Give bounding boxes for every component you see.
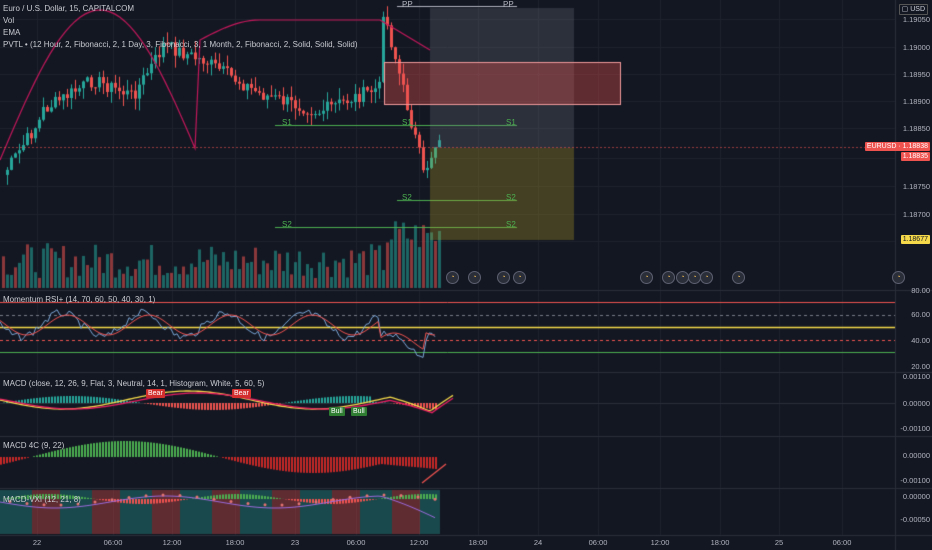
price-axis-label: 1.18850 xyxy=(902,124,930,133)
news-event-icon[interactable]: ◔ xyxy=(468,271,481,284)
time-axis-label: 24 xyxy=(533,538,543,547)
macd-axis-zero: 0.00000 xyxy=(902,399,930,408)
overlay-pvtl[interactable]: PVTL • (12 Hour, 2, Fibonacci, 2, 1 Day,… xyxy=(3,40,358,49)
bull-signal-badge: Bull xyxy=(351,407,367,416)
earnings-event-icon[interactable]: ◔ xyxy=(732,271,745,284)
rsi-axis-60: 60.00 xyxy=(911,310,930,319)
bear-signal-badge: Bear xyxy=(146,389,165,398)
macd-pane-title[interactable]: MACD (close, 12, 26, 9, Flat, 3, Neutral… xyxy=(3,379,265,388)
symbol-title[interactable]: Euro / U.S. Dollar, 15, CAPITALCOM xyxy=(3,4,135,13)
currency-badge[interactable]: ▢ USD xyxy=(898,4,928,15)
pivot-s1-label-mid: S1 xyxy=(402,118,412,127)
current-price-tag: EURUSD · 1.18838 xyxy=(864,142,930,151)
macdvxi-axis-zero: 0.00000 xyxy=(902,492,930,501)
overlay-volume[interactable]: Vol xyxy=(3,16,15,25)
bid-price-tag: 1.18835 xyxy=(900,152,930,161)
time-axis-label: 22 xyxy=(32,538,42,547)
time-axis-label: 12:00 xyxy=(409,538,429,547)
price-axis-label: 1.18950 xyxy=(902,70,930,79)
macd-axis-bottom: -0.00100 xyxy=(900,424,930,433)
time-axis-label: 06:00 xyxy=(588,538,608,547)
pivot-s1-label-right: S1 xyxy=(506,118,516,127)
pivot-s2-label-right2: S2 xyxy=(506,220,516,229)
rsi-axis-40: 40.00 xyxy=(911,336,930,345)
rsi-axis-20: 20.00 xyxy=(911,362,930,371)
time-axis-label: 18:00 xyxy=(710,538,730,547)
macd-axis-top: 0.00100 xyxy=(902,372,930,381)
macd4c-pane-title[interactable]: MACD 4C (9, 22) xyxy=(3,441,65,450)
time-axis-label: 12:00 xyxy=(162,538,182,547)
pivot-s2-label: S2 xyxy=(282,220,292,229)
macdvxi-axis-bottom: -0.00050 xyxy=(900,515,930,524)
price-axis-label: 1.19000 xyxy=(902,43,930,52)
time-axis-label: 12:00 xyxy=(650,538,670,547)
macd4c-axis-bottom: -0.00100 xyxy=(900,476,930,485)
earnings-event-icon[interactable]: ◔ xyxy=(513,271,526,284)
overlay-ema[interactable]: EMA xyxy=(3,28,21,37)
price-axis-label: 1.18900 xyxy=(902,97,930,106)
time-axis-label: 18:00 xyxy=(468,538,488,547)
pivot-s1-label: S1 xyxy=(282,118,292,127)
time-axis-label: 06:00 xyxy=(103,538,123,547)
time-axis-label: 23 xyxy=(290,538,300,547)
earnings-event-icon[interactable]: ◔ xyxy=(446,271,459,284)
price-axis-label: 1.19050 xyxy=(902,15,930,24)
bear-signal-badge: Bear xyxy=(232,389,251,398)
rsi-pane-title[interactable]: Momentum RSI+ (14, 70, 60, 50, 40, 30, 1… xyxy=(3,295,156,304)
time-axis-label: 25 xyxy=(774,538,784,547)
calendar-event-icon[interactable]: ◔ xyxy=(497,271,510,284)
macdvxi-pane-title[interactable]: MACD-VXI (12, 21, 8) xyxy=(3,495,81,504)
macd4c-axis-zero: 0.00000 xyxy=(902,451,930,460)
pivot-s2-label-mid: S2 xyxy=(402,193,412,202)
news-event-icon[interactable]: ◔ xyxy=(892,271,905,284)
time-axis-label: 18:00 xyxy=(225,538,245,547)
pivot-pp-label-right: PP xyxy=(503,0,514,9)
time-axis-label: 06:00 xyxy=(346,538,366,547)
calendar-event-icon[interactable]: ◔ xyxy=(662,271,675,284)
price-axis-label: 1.18700 xyxy=(902,210,930,219)
pivot-s2-label-right: S2 xyxy=(506,193,516,202)
bottom-price-tag: 1.18677 xyxy=(900,235,930,244)
rsi-axis-80: 80.00 xyxy=(911,286,930,295)
price-axis-label: 1.18750 xyxy=(902,182,930,191)
lock-icon: ▢ xyxy=(901,6,911,13)
news-event-icon[interactable]: ◔ xyxy=(640,271,653,284)
calendar-event-icon[interactable]: ◔ xyxy=(700,271,713,284)
time-axis-label: 06:00 xyxy=(832,538,852,547)
pivot-pp-label: PP xyxy=(402,0,413,9)
bull-signal-badge: Bull xyxy=(329,407,345,416)
